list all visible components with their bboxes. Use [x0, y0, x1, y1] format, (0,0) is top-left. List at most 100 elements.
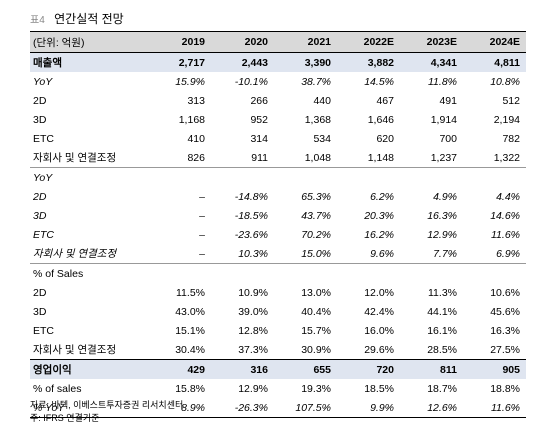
cell-value: 1,048: [304, 151, 331, 164]
cell-value: 12.0%: [364, 286, 394, 299]
cell-value: 12.9%: [238, 382, 268, 395]
cell-value: 10.3%: [238, 247, 268, 260]
table-row: ETC 410 314 534 620 700 782: [30, 129, 526, 148]
year-header: 2022E: [337, 31, 400, 53]
cell-value: -18.5%: [234, 209, 268, 222]
cell-value: 314: [250, 132, 268, 145]
table-title: 표4 연간실적 전망: [30, 10, 124, 27]
cell-value: 10.9%: [238, 286, 268, 299]
cell-value: 1,646: [367, 113, 394, 126]
cell-value: [337, 167, 400, 187]
cell-value: 811: [400, 359, 463, 379]
cell-value: 45.6%: [490, 305, 520, 318]
cell-value: 13.0%: [301, 286, 331, 299]
cell-value: 16.3%: [490, 324, 520, 337]
table-row: 2D – -14.8% 65.3% 6.2% 4.9% 4.4%: [30, 187, 526, 206]
cell-value: 1,914: [430, 113, 457, 126]
cell-value: 15.1%: [175, 324, 205, 337]
year-header: 2021: [274, 31, 337, 53]
table-row: % of sales 15.8% 12.9% 19.3% 18.5% 18.7% 18.8%: [30, 379, 526, 398]
cell-value: 4.4%: [496, 190, 520, 203]
cell-value: 16.2%: [364, 228, 394, 241]
cell-value: 19.3%: [301, 382, 331, 395]
row-label: ETC: [33, 228, 54, 241]
cell-value: [400, 263, 463, 283]
cell-value: 43.7%: [301, 209, 331, 222]
cell-value: 30.4%: [175, 343, 205, 356]
cell-value: 410: [187, 132, 205, 145]
cell-value: [463, 263, 526, 283]
row-label: % of sales: [33, 382, 82, 395]
cell-value: 700: [439, 132, 457, 145]
cell-value: 3,390: [304, 56, 331, 69]
table-row: 3D 1,168 952 1,368 1,646 1,914 2,194: [30, 110, 526, 129]
table-row: ETC 15.1% 12.8% 15.7% 16.0% 16.1% 16.3%: [30, 321, 526, 340]
cell-value: 8.9%: [148, 398, 211, 418]
table-row: 3D 43.0% 39.0% 40.4% 42.4% 44.1% 45.6%: [30, 302, 526, 321]
table-row: % of Sales: [30, 263, 526, 283]
cell-value: 39.0%: [238, 305, 268, 318]
cell-value: 316: [211, 359, 274, 379]
cell-value: 952: [250, 113, 268, 126]
row-label: ETC: [33, 324, 54, 337]
cell-value: 512: [502, 94, 520, 107]
table-row: 2D 313 266 440 467 491 512: [30, 91, 526, 110]
cell-value: -23.6%: [234, 228, 268, 241]
cell-value: 65.3%: [301, 190, 331, 203]
year-header: 2023E: [400, 31, 463, 53]
cell-value: 27.5%: [490, 343, 520, 356]
table-number: 표4: [30, 15, 45, 26]
cell-value: 313: [187, 94, 205, 107]
cell-value: 16.0%: [364, 324, 394, 337]
row-label: % YoY: [30, 398, 148, 418]
cell-value: 534: [313, 132, 331, 145]
cell-value: 1,237: [430, 151, 457, 164]
table-row: 3D – -18.5% 43.7% 20.3% 16.3% 14.6%: [30, 206, 526, 225]
table-header-row: (단위: 억원) 2019 2020 2021 2022E 2023E 2024…: [30, 31, 526, 53]
table-row: YoY 15.9% -10.1% 38.7% 14.5% 11.8% 10.8%: [30, 72, 526, 91]
row-label: 자회사 및 연결조정: [33, 152, 117, 164]
cell-value: [211, 263, 274, 283]
cell-value: 70.2%: [301, 228, 331, 241]
row-label: 영업이익: [30, 359, 148, 379]
cell-value: 10.8%: [490, 75, 520, 88]
row-label: 3D: [33, 113, 47, 126]
cell-value: 655: [274, 359, 337, 379]
cell-value: 2,717: [178, 56, 205, 69]
cell-value: 4,341: [430, 56, 457, 69]
cell-value: 30.9%: [301, 343, 331, 356]
cell-value: 15.0%: [301, 247, 331, 260]
cell-value: 29.6%: [364, 343, 394, 356]
year-header: 2020: [211, 31, 274, 53]
cell-value: 11.6%: [491, 228, 520, 241]
year-header: 2024E: [463, 31, 526, 53]
cell-value: 1,368: [304, 113, 331, 126]
cell-value: 266: [250, 94, 268, 107]
cell-value: -10.1%: [234, 75, 268, 88]
cell-value: 1,148: [367, 151, 394, 164]
cell-value: 6.2%: [370, 190, 394, 203]
row-label: 자회사 및 연결조정: [33, 248, 117, 260]
cell-value: 2,194: [493, 113, 520, 126]
cell-value: 42.4%: [364, 305, 394, 318]
cell-value: 2,443: [241, 56, 268, 69]
cell-value: 620: [376, 132, 394, 145]
cell-value: 18.8%: [490, 382, 520, 395]
basis-note: 주: IFRS 연결기준: [30, 413, 100, 423]
table-row: 자회사 및 연결조정 – 10.3% 15.0% 9.6% 7.7% 6.9%: [30, 244, 526, 264]
cell-value: 107.5%: [274, 398, 337, 418]
unit-label: (단위: 억원): [30, 31, 148, 53]
table-row: YoY: [30, 167, 526, 187]
row-label: 2D: [33, 286, 47, 299]
row-label: YoY: [30, 167, 148, 187]
cell-value: 43.0%: [175, 305, 205, 318]
cell-value: 14.6%: [490, 209, 520, 222]
cell-value: -26.3%: [211, 398, 274, 418]
cell-value: 15.8%: [175, 382, 205, 395]
cell-value: 491: [439, 94, 457, 107]
cell-value: –: [199, 228, 205, 241]
cell-value: 14.5%: [364, 75, 394, 88]
cell-value: 6.9%: [496, 247, 520, 260]
row-label: 매출액: [33, 57, 62, 69]
cell-value: 1,322: [493, 151, 520, 164]
